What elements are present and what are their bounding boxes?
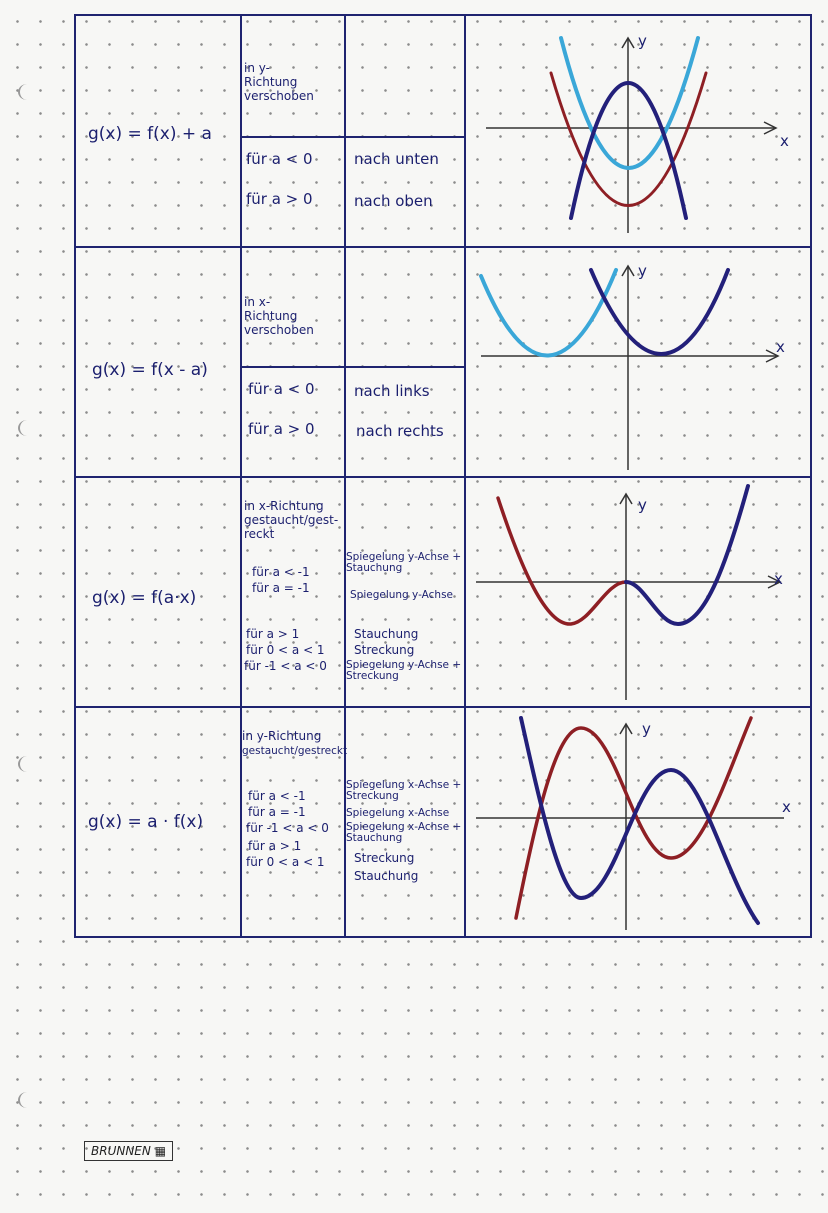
effect-text: Spiegelung y-Achse + Stauchung [346,551,462,574]
shifted-right-curve [589,268,730,356]
direction-text: gestaucht/gestreckt [242,745,348,757]
shifted-up-curve [559,36,700,170]
x-axis-label: x [782,798,791,816]
graph-horizontal-shift: y x [479,262,785,470]
condition-text: für a < -1 [248,789,306,803]
reflected-curve [514,716,753,920]
row-divider [76,246,810,248]
effect-text: nach links [354,382,430,400]
graph-vertical-shift: y x [486,32,789,233]
condition-text: für a = -1 [252,581,310,595]
direction-text: in x-Richtung [244,499,324,513]
y-axis-label: y [638,32,647,50]
condition-text: für a = -1 [248,805,306,819]
y-axis-label: y [638,262,647,280]
formula-horizontal-shift: g(x) = f(x - a) [92,360,208,380]
punch-hole [18,756,36,772]
stretch-curve [624,484,750,627]
effect-text: nach oben [354,192,433,210]
condition-text: für a > 0 [248,420,315,438]
effect-text: nach unten [354,150,439,168]
punch-hole [18,420,36,436]
condition-text: für a > 1 [246,627,300,641]
shifted-left-curve [479,268,618,358]
mirrored-stretch-curve [496,496,628,626]
direction-text: in y- [244,61,270,75]
condition-text: für a < -1 [252,565,310,579]
condition-text: für 0 < a < 1 [246,643,325,657]
condition-text: für a < 0 [246,150,313,168]
direction-text: verschoben [244,323,314,337]
row-divider [76,476,810,478]
x-axis-label: x [774,570,783,588]
condition-text: für 0 < a < 1 [246,855,325,869]
x-axis-label: x [776,338,785,356]
effect-text: Streckung [354,851,415,865]
direction-text: Richtung [244,75,298,89]
formula-horizontal-stretch: g(x) = f(a·x) [92,588,197,608]
formula-vertical-stretch: g(x) = a · f(x) [88,812,204,832]
original-curve [569,81,688,220]
direction-text: in x- [244,295,271,309]
brand-logo: BRUNNEN ▦ [84,1141,174,1161]
transformation-table [74,14,812,938]
direction-text: in y-Richtung [242,729,322,743]
punch-hole [18,84,36,100]
effect-text: Spiegelung y-Achse [350,589,454,601]
effect-text: nach rechts [356,422,444,440]
effect-text: Spiegelung x-Achse [346,807,450,819]
direction-text: gestaucht/gest- [244,513,339,527]
condition-text: für a > 0 [246,190,313,208]
effect-text: Stauchung [354,869,419,883]
effect-text: Spiegelung x-Achse + Streckung [346,779,462,802]
shifted-down-curve [549,71,708,207]
y-axis-label: y [638,496,647,514]
effect-text: Spiegelung y-Achse + Streckung [346,659,462,682]
direction-text: verschoben [244,89,314,103]
punch-hole [18,1092,36,1108]
condition-text: für -1 < a < 0 [244,659,327,673]
formula-vertical-shift: g(x) = f(x) + a [88,124,212,144]
y-axis-label: y [642,720,651,738]
condition-text: für a > 1 [248,839,302,853]
graph-vertical-stretch: y x [476,716,791,930]
direction-text: Richtung [244,309,298,323]
effect-text: Spiegelung x-Achse + Stauchung [346,821,462,844]
stretched-curve [519,716,760,925]
effect-text: Streckung [354,643,415,657]
cell-divider [242,136,464,138]
direction-text: reckt [244,527,275,541]
row-divider [76,706,810,708]
condition-text: für a < 0 [248,380,315,398]
cell-divider [242,366,464,368]
effect-text: Stauchung [354,627,419,641]
graph-horizontal-stretch: y x [476,484,783,700]
x-axis-label: x [780,132,789,150]
condition-text: für -1 < a < 0 [246,821,329,835]
